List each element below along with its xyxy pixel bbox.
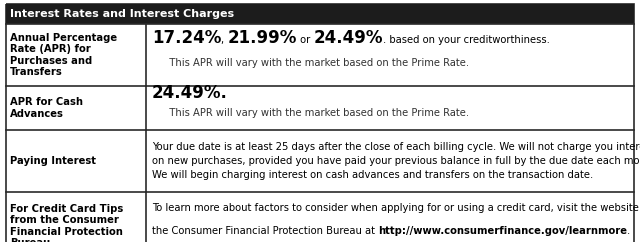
Text: http://www.consumerfinance.gov/learnmore: http://www.consumerfinance.gov/learnmore xyxy=(378,226,627,236)
Text: .: . xyxy=(627,226,630,236)
Bar xyxy=(6,4,634,24)
Text: Paying Interest: Paying Interest xyxy=(10,156,96,166)
Text: or: or xyxy=(297,35,314,45)
Text: For Credit Card Tips
from the Consumer
Financial Protection
Bureau: For Credit Card Tips from the Consumer F… xyxy=(10,204,124,242)
Text: Interest Rates and Interest Charges: Interest Rates and Interest Charges xyxy=(10,9,234,19)
Text: This APR will vary with the market based on the Prime Rate.: This APR will vary with the market based… xyxy=(160,58,469,68)
Text: To learn more about factors to consider when applying for or using a credit card: To learn more about factors to consider … xyxy=(152,203,640,213)
Text: the Consumer Financial Protection Bureau at: the Consumer Financial Protection Bureau… xyxy=(152,226,378,236)
Text: APR for Cash
Advances: APR for Cash Advances xyxy=(10,97,83,119)
Text: 24.49%: 24.49% xyxy=(314,29,383,47)
Text: This APR will vary with the market based on the Prime Rate.: This APR will vary with the market based… xyxy=(160,108,469,118)
Text: 17.24%: 17.24% xyxy=(152,29,221,47)
Text: . based on your creditworthiness.: . based on your creditworthiness. xyxy=(383,35,550,45)
Text: 24.49%.: 24.49%. xyxy=(152,84,228,102)
Text: 21.99%: 21.99% xyxy=(228,29,297,47)
Text: ,: , xyxy=(221,35,228,45)
Text: Your due date is at least 25 days after the close of each billing cycle. We will: Your due date is at least 25 days after … xyxy=(152,142,640,180)
Text: Annual Percentage
Rate (APR) for
Purchases and
Transfers: Annual Percentage Rate (APR) for Purchas… xyxy=(10,33,117,77)
